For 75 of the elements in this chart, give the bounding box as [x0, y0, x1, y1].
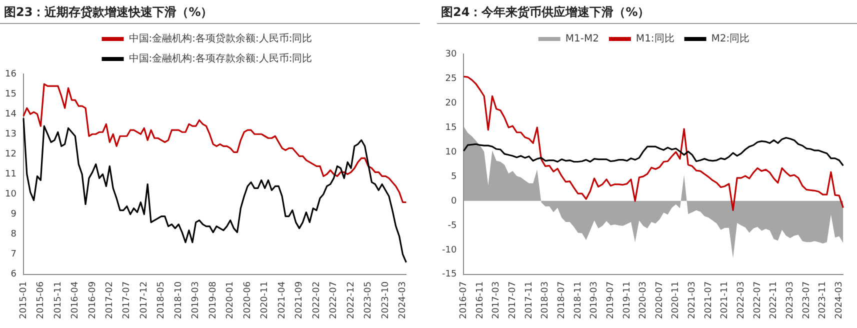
x-tick-label: 2018-07: [556, 281, 567, 320]
x-tick-label: 2023-03: [785, 281, 796, 320]
legend-label: M2:同比: [711, 32, 750, 45]
y-tick-label: 20: [445, 98, 457, 108]
x-tick-label: 2017-07: [122, 281, 132, 320]
x-tick-label: 2020-11: [671, 281, 682, 320]
x-tick-label: 2019-07: [606, 281, 616, 320]
x-tick-label: 2022-03: [736, 281, 747, 320]
y-tick-label: -10: [442, 245, 457, 256]
y-tick-label: 9: [10, 210, 17, 220]
y-tick-label: 0: [450, 196, 457, 206]
y-tick-label: -5: [448, 220, 457, 231]
x-tick-label: 2024-03: [398, 281, 408, 320]
y-tick-label: 5: [450, 172, 457, 182]
x-tick-label: 2017-03: [492, 281, 502, 320]
y-tick-label: 10: [445, 147, 457, 158]
y-tick-label: 30: [445, 49, 457, 60]
x-tick-label: 2020-01: [226, 281, 236, 320]
x-tick-label: 2023-10: [380, 281, 391, 320]
y-tick-label: 14: [5, 109, 17, 120]
y-tick-label: 15: [445, 122, 457, 133]
x-tick-label: 2020-11: [260, 281, 270, 320]
x-tick-label: 2015-01: [18, 281, 29, 320]
x-tick-label: 2022-12: [346, 281, 356, 320]
x-tick-label: 2020-07: [654, 281, 665, 320]
legend-label: M1:同比: [636, 32, 674, 45]
x-tick-label: 2021-09: [294, 281, 305, 320]
x-tick-label: 2016-04: [70, 281, 81, 320]
x-tick-label: 2017-12: [139, 281, 150, 320]
x-tick-label: 2017-07: [508, 281, 518, 320]
y-tick-label: 12: [5, 150, 16, 160]
y-tick-label: 10: [5, 190, 17, 200]
y-tick-label: 13: [5, 129, 16, 140]
x-tick-label: 2020-06: [242, 281, 253, 320]
x-tick-label: 2016-07: [459, 281, 470, 320]
x-tick-label: 2021-04: [277, 281, 288, 320]
x-tick-label: 2023-05: [364, 281, 374, 320]
y-tick-label: 11: [5, 170, 16, 180]
x-tick-label: 2020-03: [638, 281, 649, 320]
x-tick-label: 2019-08: [208, 281, 218, 320]
y-tick-label: 6: [10, 270, 17, 280]
chart-title: 图24：今年来货币供应增速下滑（%）: [437, 0, 857, 24]
chart-title: 图23：近期存贷款增速快速下滑（%）: [0, 0, 420, 24]
x-tick-label: 2023-07: [802, 281, 812, 320]
x-tick-label: 2023-11: [818, 281, 828, 320]
x-tick-label: 2019-03: [191, 281, 202, 320]
x-tick-label: 2019-03: [590, 281, 600, 320]
x-tick-label: 2018-05: [156, 281, 167, 320]
x-tick-label: 2021-03: [688, 281, 698, 320]
x-tick-label: 2016-11: [475, 281, 486, 320]
y-tick-label: 16: [5, 69, 17, 80]
x-tick-label: 2024-03: [834, 281, 844, 320]
y-tick-label: 15: [5, 89, 16, 100]
x-tick-label: 2018-11: [573, 281, 584, 320]
x-tick-label: 2022-07: [752, 281, 763, 320]
x-tick-label: 2022-02: [312, 281, 322, 320]
y-tick-label: 8: [10, 230, 17, 240]
y-tick-label: 25: [445, 74, 457, 84]
x-tick-label: 2019-11: [622, 281, 632, 320]
y-tick-label: -15: [442, 270, 457, 280]
y-tick-label: 7: [10, 250, 16, 260]
x-tick-label: 2021-07: [704, 281, 714, 320]
x-tick-label: 2021-11: [720, 281, 730, 320]
x-tick-label: 2018-10: [174, 281, 184, 320]
x-tick-label: 2015-06: [36, 281, 46, 320]
x-tick-label: 2017-02: [105, 281, 115, 320]
x-tick-label: 2015-11: [53, 281, 64, 320]
x-tick-label: 2018-03: [540, 281, 551, 320]
legend-label: 中国:金融机构:各项贷款余额:人民币:同比: [128, 32, 312, 45]
x-tick-label: 2016-09: [88, 281, 98, 320]
legend-label: M1-M2: [565, 34, 599, 45]
x-tick-label: 2022-07: [329, 281, 340, 320]
x-tick-label: 2022-11: [769, 281, 780, 320]
legend-label: 中国:金融机构:各项存款余额:人民币:同比: [128, 52, 312, 65]
x-tick-label: 2017-11: [524, 281, 534, 320]
